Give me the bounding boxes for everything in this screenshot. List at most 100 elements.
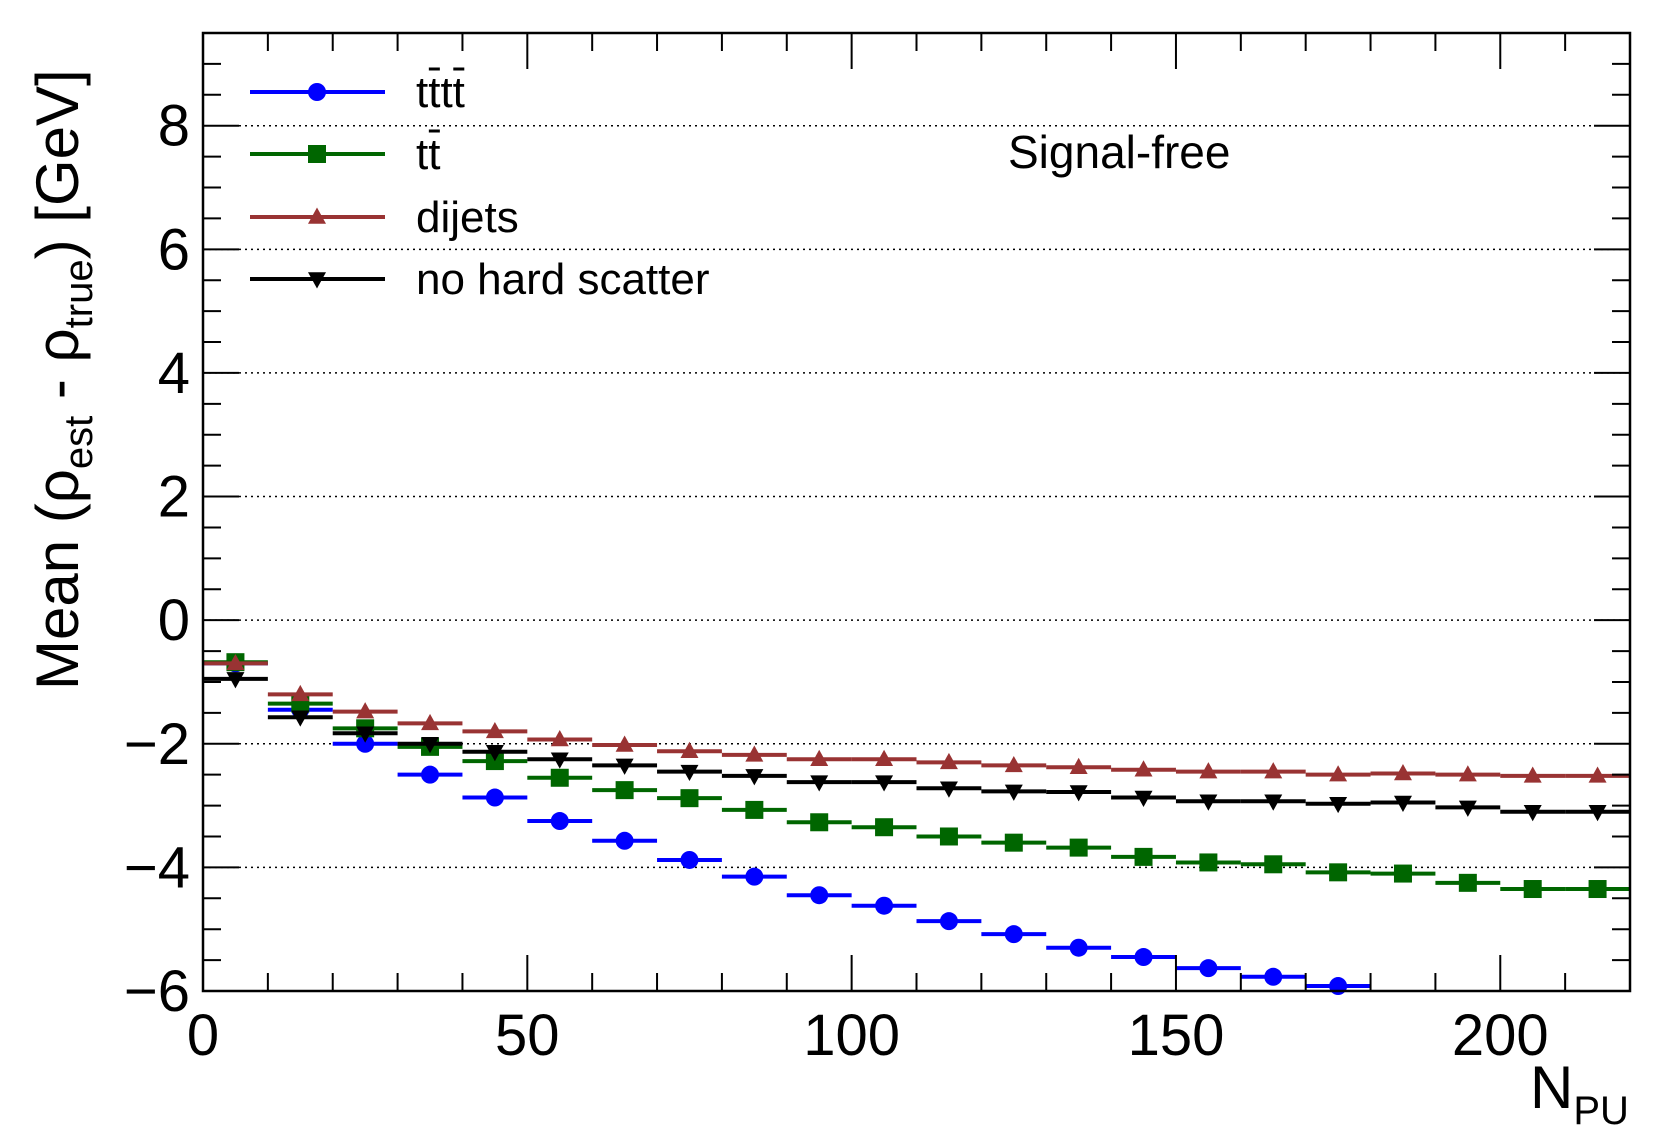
series-dijets bbox=[203, 653, 1630, 783]
y-tick-label: −4 bbox=[124, 835, 190, 900]
y-tick-label: 6 bbox=[158, 217, 190, 282]
legend-marker-tttt bbox=[308, 83, 326, 101]
data-point-no-hard-scatter bbox=[1004, 784, 1023, 801]
data-point-tt bbox=[745, 800, 764, 819]
data-point-no-hard-scatter bbox=[1588, 805, 1607, 822]
data-point-tt bbox=[939, 827, 958, 846]
data-point-no-hard-scatter bbox=[1199, 794, 1218, 811]
data-point-tt bbox=[810, 813, 829, 832]
y-tick-label: −2 bbox=[124, 712, 190, 777]
data-point-no-hard-scatter bbox=[1264, 794, 1283, 811]
legend-marker-no-hard-scatter bbox=[308, 272, 326, 289]
data-point-tt bbox=[875, 818, 894, 837]
data-point-tt bbox=[680, 789, 699, 808]
x-axis-title-main: N bbox=[1530, 1054, 1573, 1121]
data-point-dijets bbox=[485, 721, 504, 739]
legend-item-tttt: tttt bbox=[250, 67, 465, 117]
x-tick-label: 200 bbox=[1452, 1003, 1549, 1068]
x-tick-label: 150 bbox=[1128, 1003, 1225, 1068]
data-point-no-hard-scatter bbox=[615, 758, 634, 775]
data-point-tt bbox=[615, 781, 634, 800]
data-point-no-hard-scatter bbox=[356, 726, 375, 743]
y-axis-title: Mean (ρest - ρtrue) [GeV] bbox=[24, 69, 101, 690]
data-point-dijets bbox=[615, 735, 634, 752]
data-point-tt bbox=[1393, 864, 1412, 883]
data-point-dijets bbox=[1069, 757, 1088, 775]
data-point-tttt bbox=[745, 867, 764, 886]
data-point-dijets bbox=[291, 684, 310, 702]
data-point-tttt bbox=[875, 896, 894, 915]
y-axis-title-sub-true: true bbox=[57, 259, 101, 328]
data-point-tttt bbox=[1134, 948, 1153, 967]
signal-free-annotation: Signal-free bbox=[1008, 126, 1230, 178]
data-point-dijets bbox=[550, 729, 569, 747]
data-point-no-hard-scatter bbox=[421, 737, 440, 754]
tick-labels: −6 −4 −2 0 2 4 6 8 0 50 100 150 200 bbox=[124, 94, 1549, 1068]
y-axis-title-suffix: ) [GeV] bbox=[24, 69, 91, 259]
data-point-tttt bbox=[421, 765, 440, 784]
data-point-no-hard-scatter bbox=[1329, 796, 1348, 814]
legend-marker-tt bbox=[308, 145, 326, 163]
data-point-dijets bbox=[356, 702, 375, 719]
data-point-tttt bbox=[680, 850, 699, 869]
data-point-no-hard-scatter bbox=[1523, 805, 1542, 822]
data-point-no-hard-scatter bbox=[875, 775, 894, 792]
data-point-tt bbox=[1069, 838, 1088, 857]
data-point-tt bbox=[1264, 855, 1283, 874]
data-point-dijets bbox=[745, 745, 764, 762]
data-point-tt bbox=[1523, 880, 1542, 899]
grid-lines bbox=[203, 124, 1630, 869]
x-tick-label: 0 bbox=[187, 1003, 219, 1068]
data-point-dijets bbox=[680, 741, 699, 758]
legend-label-dijets: dijets bbox=[416, 193, 519, 242]
data-point-tttt bbox=[1199, 959, 1218, 978]
data-point-tt bbox=[550, 768, 569, 787]
data-point-no-hard-scatter bbox=[680, 764, 699, 782]
data-point-no-hard-scatter bbox=[1134, 790, 1153, 807]
data-point-dijets bbox=[1588, 766, 1607, 783]
data-point-tttt bbox=[485, 788, 504, 807]
data-point-no-hard-scatter bbox=[939, 781, 958, 798]
legend-item-tt: tt bbox=[250, 129, 440, 179]
data-point-tttt bbox=[1069, 938, 1088, 957]
x-tick-label: 100 bbox=[803, 1003, 900, 1068]
data-point-tt bbox=[1329, 863, 1348, 882]
data-point-no-hard-scatter bbox=[485, 745, 504, 762]
data-point-tttt bbox=[1264, 967, 1283, 986]
data-point-tt bbox=[1134, 847, 1153, 866]
x-tick-label: 50 bbox=[495, 1003, 560, 1068]
series-no-hard-scatter bbox=[203, 672, 1630, 822]
legend-label-tttt: tttt bbox=[416, 68, 465, 117]
y-tick-label: 2 bbox=[158, 465, 190, 530]
data-point-dijets bbox=[939, 752, 958, 770]
data-point-no-hard-scatter bbox=[1393, 795, 1412, 812]
y-tick-label: 8 bbox=[158, 94, 190, 159]
y-tick-label: −6 bbox=[124, 959, 190, 1024]
y-tick-label: 0 bbox=[158, 588, 190, 653]
axis-ticks bbox=[202, 32, 1631, 992]
data-point-tt bbox=[1199, 853, 1218, 872]
data-point-dijets bbox=[875, 749, 894, 766]
data-point-dijets bbox=[1264, 762, 1283, 779]
data-point-no-hard-scatter bbox=[1458, 800, 1477, 817]
data-point-dijets bbox=[1523, 766, 1542, 783]
data-point-dijets bbox=[1458, 765, 1477, 782]
data-point-no-hard-scatter bbox=[291, 710, 310, 727]
data-point-tttt bbox=[356, 734, 375, 753]
data-point-tt bbox=[1588, 880, 1607, 899]
y-axis-title-mid: - ρ bbox=[24, 328, 91, 415]
data-point-dijets bbox=[1329, 765, 1348, 782]
data-point-tttt bbox=[1004, 925, 1023, 944]
data-point-no-hard-scatter bbox=[226, 672, 245, 689]
data-point-tttt bbox=[810, 886, 829, 905]
x-axis-title-sub: PU bbox=[1573, 1089, 1629, 1133]
legend-item-dijets: dijets bbox=[250, 193, 519, 242]
data-point-tt bbox=[1004, 833, 1023, 852]
data-point-tt bbox=[1458, 873, 1477, 892]
data-point-dijets bbox=[1199, 762, 1218, 779]
series-tttt bbox=[203, 654, 1371, 996]
y-axis-title-prefix: Mean (ρ bbox=[24, 469, 91, 690]
data-point-dijets bbox=[421, 713, 440, 731]
